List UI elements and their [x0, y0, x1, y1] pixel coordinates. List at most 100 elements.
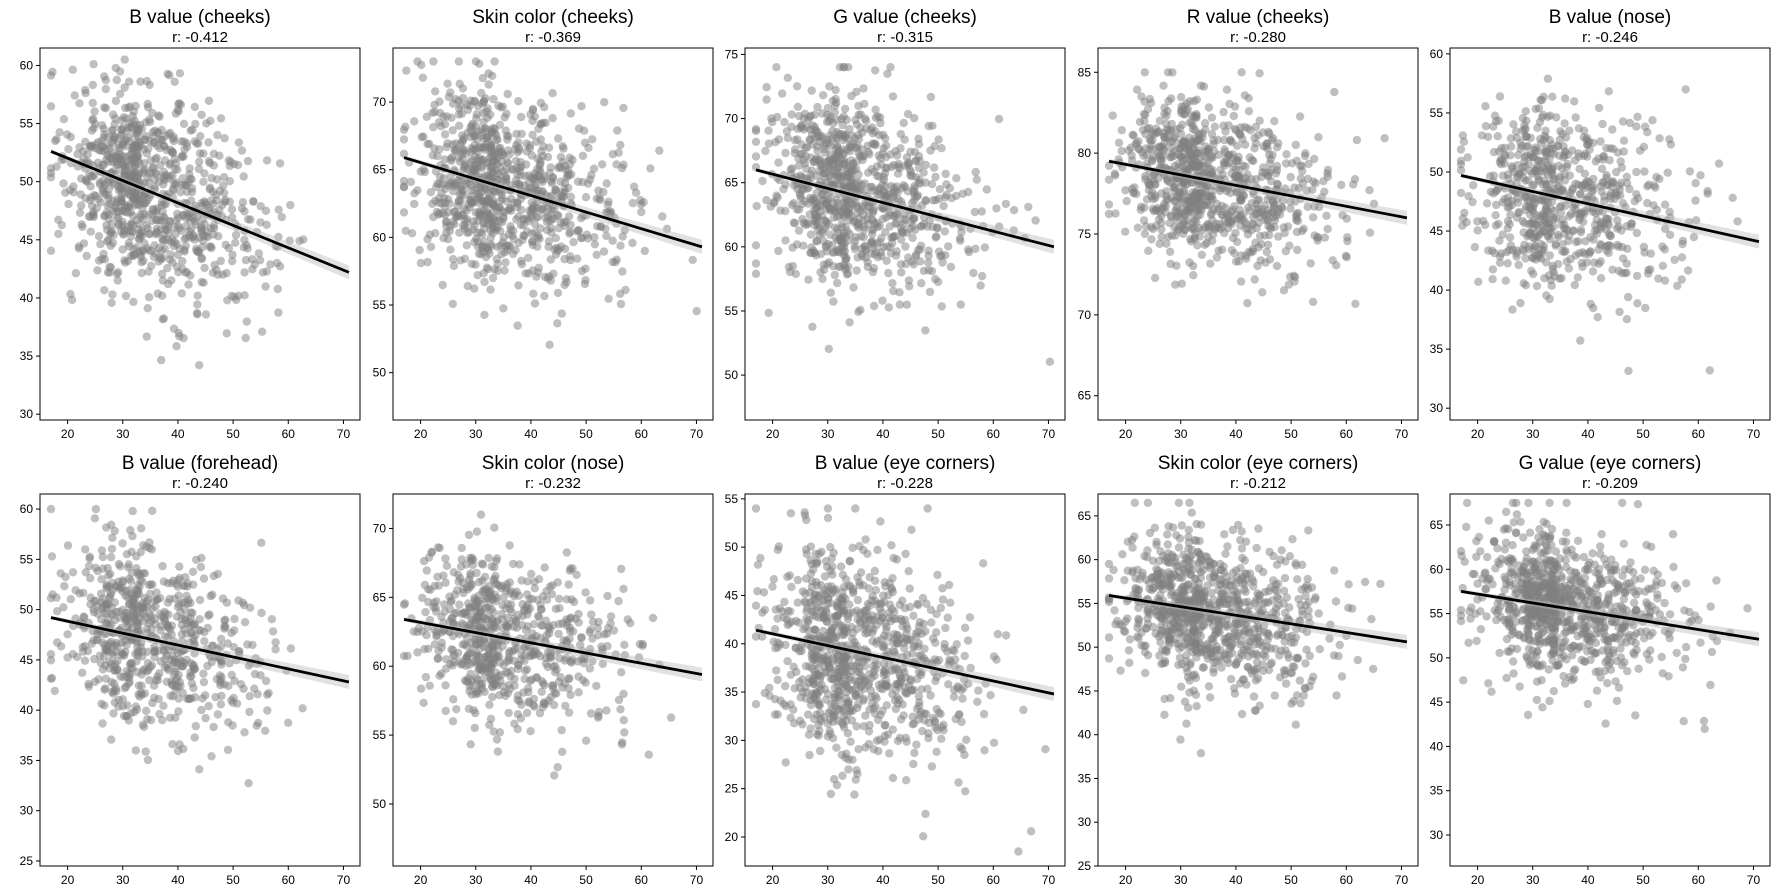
data-point — [429, 57, 438, 66]
data-point — [1142, 151, 1152, 160]
data-point — [809, 246, 818, 256]
y-tick-label: 50 — [1430, 165, 1444, 179]
data-point — [824, 220, 833, 229]
data-point — [539, 204, 548, 213]
data-point — [528, 116, 537, 126]
data-point — [1588, 185, 1598, 195]
data-point — [216, 114, 226, 123]
data-point — [1580, 169, 1590, 178]
data-point — [970, 207, 980, 217]
data-point — [1247, 226, 1256, 235]
data-point — [1365, 186, 1374, 195]
data-point — [895, 288, 904, 297]
x-tick-label: 70 — [1042, 427, 1056, 441]
data-point — [1632, 122, 1641, 131]
data-point — [118, 539, 127, 548]
data-point — [98, 719, 107, 728]
data-point — [195, 157, 204, 166]
data-point — [783, 73, 792, 83]
data-point — [1250, 133, 1259, 143]
data-point — [1579, 217, 1588, 227]
data-point — [99, 184, 108, 193]
data-point — [1728, 193, 1737, 202]
data-point — [780, 117, 789, 127]
data-point — [173, 582, 182, 591]
data-point — [532, 137, 541, 146]
data-point — [1703, 189, 1712, 198]
x-tick-label: 50 — [1284, 427, 1298, 441]
data-point — [111, 114, 120, 123]
y-tick-label: 75 — [725, 47, 739, 61]
data-point — [852, 266, 861, 275]
data-point — [273, 284, 282, 294]
data-point — [153, 289, 162, 298]
data-point — [155, 669, 164, 678]
y-tick-label: 60 — [1430, 47, 1444, 61]
data-point — [484, 69, 493, 78]
data-point — [1286, 172, 1295, 182]
data-point — [178, 174, 187, 183]
data-point — [1282, 150, 1291, 159]
data-point — [249, 197, 258, 206]
data-point — [751, 241, 761, 250]
data-point — [1350, 175, 1360, 184]
data-point — [826, 230, 835, 239]
data-point — [1111, 209, 1120, 218]
data-point — [418, 73, 428, 82]
data-point — [1227, 137, 1237, 147]
data-point — [1462, 218, 1471, 227]
data-point — [545, 192, 554, 202]
data-point — [896, 129, 905, 139]
data-point — [1272, 261, 1282, 271]
data-point — [274, 205, 283, 214]
data-point — [1481, 122, 1491, 131]
data-point — [197, 705, 206, 715]
data-point — [764, 308, 773, 318]
data-point — [1141, 129, 1150, 139]
data-point — [1570, 280, 1580, 290]
data-point — [101, 76, 111, 85]
x-tick-label: 40 — [1581, 427, 1595, 441]
data-point — [517, 259, 527, 269]
data-point — [1320, 233, 1330, 242]
data-point — [639, 198, 648, 207]
data-point — [1309, 213, 1318, 222]
data-point — [1608, 265, 1617, 274]
data-point — [1579, 133, 1589, 142]
data-point — [1104, 200, 1114, 209]
data-point — [442, 112, 451, 121]
data-point — [544, 143, 554, 152]
data-point — [455, 228, 464, 237]
data-point — [122, 183, 131, 193]
data-point — [972, 175, 981, 184]
data-point — [122, 114, 131, 123]
data-point — [1639, 242, 1649, 252]
data-point — [1532, 167, 1541, 176]
data-point — [1513, 173, 1522, 182]
data-point — [1232, 257, 1241, 266]
data-point — [1246, 248, 1256, 257]
data-point — [220, 134, 229, 143]
data-point — [1222, 153, 1231, 163]
data-point — [1323, 224, 1332, 234]
data-point — [442, 217, 451, 227]
data-point — [152, 141, 162, 150]
data-point — [843, 196, 852, 206]
x-tick-label: 40 — [171, 427, 185, 441]
data-point — [1155, 239, 1164, 248]
data-point — [1222, 85, 1232, 94]
data-point — [103, 237, 112, 246]
data-point — [1548, 261, 1558, 270]
data-point — [275, 159, 285, 168]
data-point — [1464, 192, 1473, 201]
data-point — [142, 76, 151, 86]
data-point — [553, 288, 563, 298]
data-point — [156, 255, 166, 264]
data-point — [543, 152, 553, 162]
data-point — [198, 215, 207, 224]
y-tick-label: 70 — [1078, 308, 1092, 322]
data-point — [1593, 313, 1602, 322]
data-point — [1190, 216, 1200, 226]
data-point — [86, 227, 96, 236]
data-point — [225, 177, 234, 186]
